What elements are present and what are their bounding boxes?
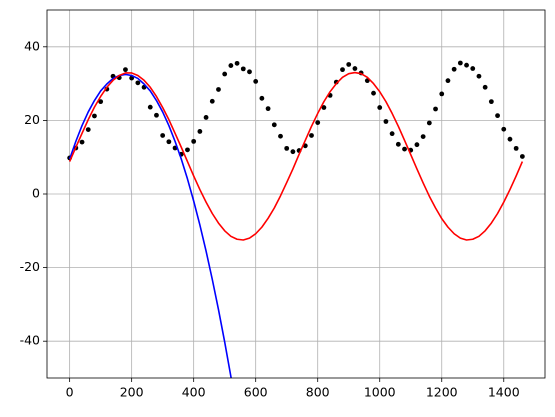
data-point [476, 73, 482, 79]
x-tick-label: 200 [120, 385, 144, 400]
data-point [482, 84, 488, 90]
data-point [340, 67, 345, 73]
data-point [98, 99, 104, 105]
data-point [135, 80, 141, 86]
data-point [371, 90, 376, 96]
x-tick-label: 1400 [488, 385, 520, 400]
x-tick-label: 1200 [426, 385, 458, 400]
data-point [240, 66, 246, 72]
x-tick-label: 600 [244, 385, 268, 400]
data-point [488, 99, 494, 105]
data-point [445, 78, 451, 84]
data-point [234, 60, 240, 66]
plot-area [67, 60, 525, 378]
data-point [439, 91, 445, 97]
y-tick-label: -20 [20, 259, 40, 274]
data-point [389, 131, 395, 137]
data-point [464, 62, 469, 68]
data-point [123, 67, 128, 73]
data-point [470, 66, 476, 71]
data-point [414, 142, 420, 148]
data-point [495, 113, 500, 119]
data-point [395, 141, 401, 147]
data-point [253, 78, 259, 84]
y-tick-label: 20 [24, 112, 40, 127]
data-point [507, 136, 513, 142]
data-point [402, 146, 407, 152]
data-point [271, 122, 277, 128]
line [68, 73, 232, 378]
data-point [147, 104, 153, 110]
data-point [197, 129, 203, 134]
y-tick-label: 0 [32, 186, 40, 201]
data-point [203, 115, 209, 120]
data-point [259, 95, 265, 101]
data-point [92, 113, 97, 119]
data-point [160, 133, 166, 138]
data-point [185, 147, 190, 153]
data-point [309, 133, 314, 138]
data-point [228, 63, 234, 68]
data-point [290, 149, 296, 155]
data-point [346, 62, 352, 67]
data-point [191, 138, 197, 144]
data-point [352, 66, 358, 71]
data-point [85, 127, 91, 132]
data-point [209, 98, 215, 104]
data-point [457, 60, 463, 66]
data-point [247, 69, 252, 75]
data-point [321, 105, 327, 110]
x-tick-label: 800 [306, 385, 330, 400]
data-point [519, 154, 525, 159]
data-point [79, 139, 85, 145]
data-point [420, 134, 426, 139]
data-point [451, 66, 457, 72]
data-point [377, 105, 383, 110]
data-point [284, 145, 290, 151]
data-point [501, 126, 507, 132]
data-point [222, 71, 228, 77]
data-point [433, 106, 438, 112]
x-tick-label: 400 [182, 385, 206, 400]
data-point [265, 106, 271, 112]
y-tick-label: -40 [20, 333, 40, 348]
data-point [513, 145, 519, 151]
x-tick-label: 1000 [364, 385, 396, 400]
x-tick-label: 0 [66, 385, 74, 400]
data-point [216, 87, 221, 92]
data-point [426, 120, 432, 126]
line [68, 71, 524, 241]
data-point [154, 112, 159, 118]
data-point [383, 119, 389, 124]
data-point [278, 133, 283, 139]
ticks: 0 200 400 600 800 1000 1200 1400 -40 -20 0 20 40 [20, 38, 520, 399]
grid [47, 10, 545, 378]
data-point [166, 139, 172, 145]
y-tick-label: 40 [24, 38, 40, 53]
data-point [315, 120, 321, 126]
